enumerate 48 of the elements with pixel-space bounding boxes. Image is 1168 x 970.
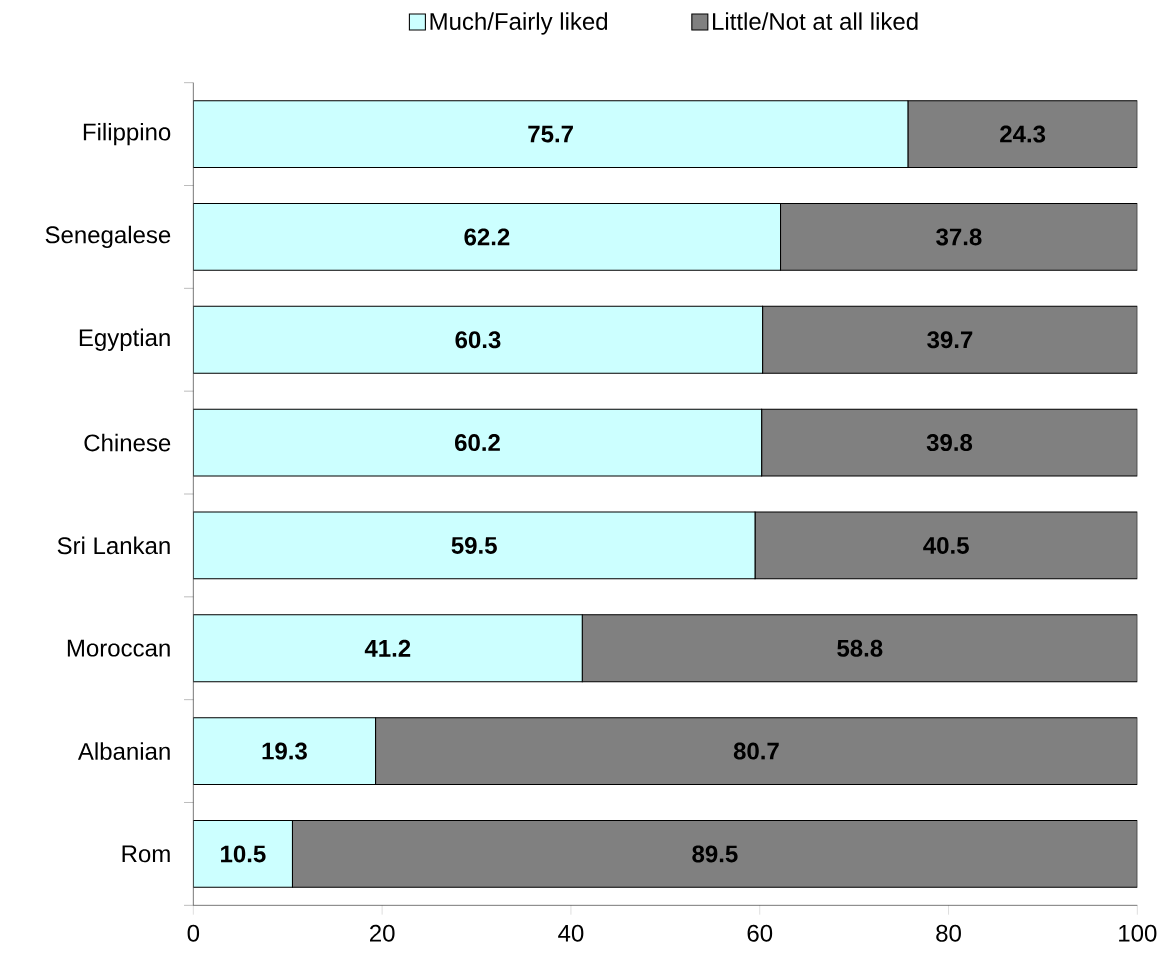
- data-label: 58.8: [837, 639, 883, 657]
- bar: [779, 202, 1138, 271]
- bar: [193, 511, 756, 580]
- y-tick-label: Senegalese: [45, 225, 171, 249]
- legend-label: Little/Not at all liked: [713, 12, 918, 30]
- data-label: 59.5: [451, 536, 497, 554]
- data-label: 40.5: [923, 536, 969, 554]
- data-label: 24.3: [1000, 125, 1046, 143]
- data-label: 39.8: [926, 434, 973, 452]
- bar: [193, 614, 583, 683]
- bar: [907, 100, 1138, 169]
- data-label: 19.3: [262, 742, 307, 760]
- y-tick-label: Filippino: [83, 122, 171, 146]
- x-tick-label: 60: [747, 924, 773, 942]
- legend-label: Much/Fairly liked: [430, 12, 608, 35]
- bar: [291, 819, 1138, 888]
- bar: [581, 614, 1138, 683]
- data-label: 60.2: [455, 434, 500, 452]
- data-label: 41.2: [364, 639, 411, 657]
- data-label: 60.3: [455, 331, 501, 349]
- y-tick-label: Moroccan: [67, 639, 170, 657]
- bar: [761, 408, 1138, 477]
- x-tick-label: 80: [936, 924, 961, 942]
- bar: [193, 202, 782, 271]
- bar: [754, 511, 1138, 580]
- x-tick-label: 40: [558, 924, 584, 942]
- bar: [193, 305, 764, 374]
- y-tick-label: Sri Lankan: [57, 536, 170, 555]
- bar: [374, 717, 1138, 786]
- data-label: 80.7: [733, 742, 779, 760]
- bar: [193, 408, 763, 477]
- x-tick-label: 0: [187, 924, 200, 942]
- y-tick-label: Chinese: [84, 433, 171, 452]
- x-tick-label: 20: [370, 924, 395, 942]
- bar: [193, 819, 293, 888]
- y-tick-label: Egyptian: [79, 328, 170, 351]
- data-label: 39.7: [927, 331, 973, 349]
- data-label: 62.2: [464, 228, 510, 246]
- bar: [193, 100, 909, 169]
- data-label: 37.8: [936, 228, 982, 246]
- data-label: 89.5: [692, 845, 738, 863]
- y-tick-label: Albanian: [77, 742, 170, 760]
- bar: [762, 305, 1138, 374]
- bar: [193, 717, 377, 786]
- x-tick-label: 100: [1119, 924, 1157, 942]
- data-label: 10.5: [221, 845, 266, 863]
- y-tick-label: Rom: [122, 845, 170, 863]
- data-label: 75.7: [528, 125, 573, 143]
